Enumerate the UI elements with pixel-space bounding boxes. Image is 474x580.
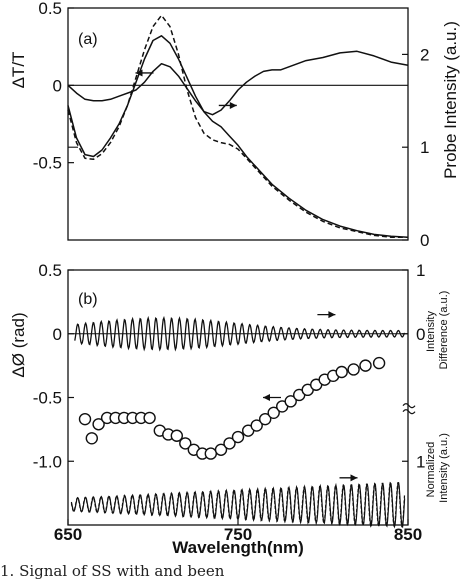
panel-b-ylabel-right-top-line1: Intensity: [425, 311, 437, 352]
panel-a-series-3: [67, 14, 408, 238]
panel-b-xtick-label: 650: [54, 525, 82, 544]
panel-b-arrow-1: [317, 311, 336, 319]
panel-b-xtick-label: 750: [224, 525, 252, 544]
panel-b-ylabel-right-bottom: Normalized Intensity (a.u.): [425, 433, 450, 503]
panel-a-ytick-label: -0.5: [33, 154, 62, 173]
panel-b-point-12: [170, 429, 184, 442]
panel-b-point-2: [85, 432, 99, 445]
panel-b-ytick-label: -0.5: [33, 389, 62, 408]
panel-a-label: (a): [78, 31, 98, 48]
panel-a-ylabel-right: Probe Intensity (a.u.): [441, 21, 460, 179]
figure-caption: 1. Signal of SS with and been: [0, 562, 225, 580]
panel-b-axis-break: [402, 403, 416, 415]
panel-b-arrow-2: [263, 394, 281, 401]
panel-b-ytick-right-label: 0: [416, 325, 425, 344]
panel-b-point-23: [267, 406, 280, 419]
panel-b-ytick-right-label: 1: [416, 261, 425, 280]
panel-b-point-18: [223, 437, 236, 450]
panel-a-series-1: [67, 50, 409, 116]
panel-b-ylabel-right-bottom-line2: Intensity (a.u.): [438, 433, 450, 503]
panel-b-arrow-3: [339, 474, 358, 482]
panel-b-point-25: [284, 395, 297, 408]
panel-b-ytick-label: 0.5: [38, 261, 62, 280]
panel-b-xlabel: Wavelength(nm): [172, 538, 304, 557]
panel-a-series-2: [67, 35, 409, 238]
panel-a: 0.5 0 -0.5 0 1 2 (a) ΔT/T Probe Intensity (a.…: [9, 0, 460, 250]
panel-a-ytick-right-label: 1: [420, 138, 429, 157]
panel-b-difference-trace: [74, 315, 406, 352]
panel-b-ytick-right-label: 1: [416, 452, 425, 471]
panel-a-arrow-1: [135, 69, 154, 77]
panel-b-xtick-label: 850: [394, 525, 422, 544]
panel-b-ylabel-right-top: Intensity Difference (a.u.): [425, 291, 450, 370]
panel-b-label: (b): [78, 291, 98, 308]
panel-b-point-13: [179, 437, 192, 450]
panel-b: 0.5 0 -0.5 -1.0 650 750 850 1 0 1 (b) ΔØ (rad) In…: [9, 261, 450, 557]
panel-b-point-16: [204, 447, 218, 460]
panel-b-point-31: [335, 365, 348, 379]
panel-a-arrow-2: [218, 101, 237, 109]
panel-a-ytick-label: 0.5: [38, 0, 62, 18]
panel-a-ylabel: ΔT/T: [9, 52, 28, 89]
panel-b-ylabel-right-top-line2: Difference (a.u.): [438, 291, 450, 370]
panel-b-ylabel-right-bottom-line1: Normalized: [425, 442, 437, 498]
panel-b-point-3: [92, 418, 105, 431]
panel-a-frame: [67, 7, 409, 241]
panel-b-point-22: [259, 412, 272, 426]
panel-b-normalized-trace-dashed: [70, 482, 406, 529]
panel-b-ylabel: ΔØ (rad): [9, 312, 28, 377]
panel-a-ytick-label: 0: [53, 76, 62, 95]
panel-b-point-9: [143, 411, 156, 425]
panel-b-point-32: [347, 363, 360, 376]
panel-b-frame: [67, 269, 409, 526]
panel-b-point-1: [78, 412, 92, 426]
panel-b-point-21: [250, 419, 263, 432]
panel-b-ytick-label: 0: [53, 325, 62, 344]
panel-b-point-19: [231, 430, 245, 444]
panel-b-point-33: [359, 359, 372, 372]
panel-a-ytick-right-label: 0: [420, 231, 429, 250]
panel-a-ytick-right-label: 2: [420, 45, 429, 64]
panel-b-point-34: [372, 356, 386, 370]
panel-b-ytick-label: -1.0: [33, 452, 62, 471]
panel-b-point-17: [214, 443, 228, 456]
